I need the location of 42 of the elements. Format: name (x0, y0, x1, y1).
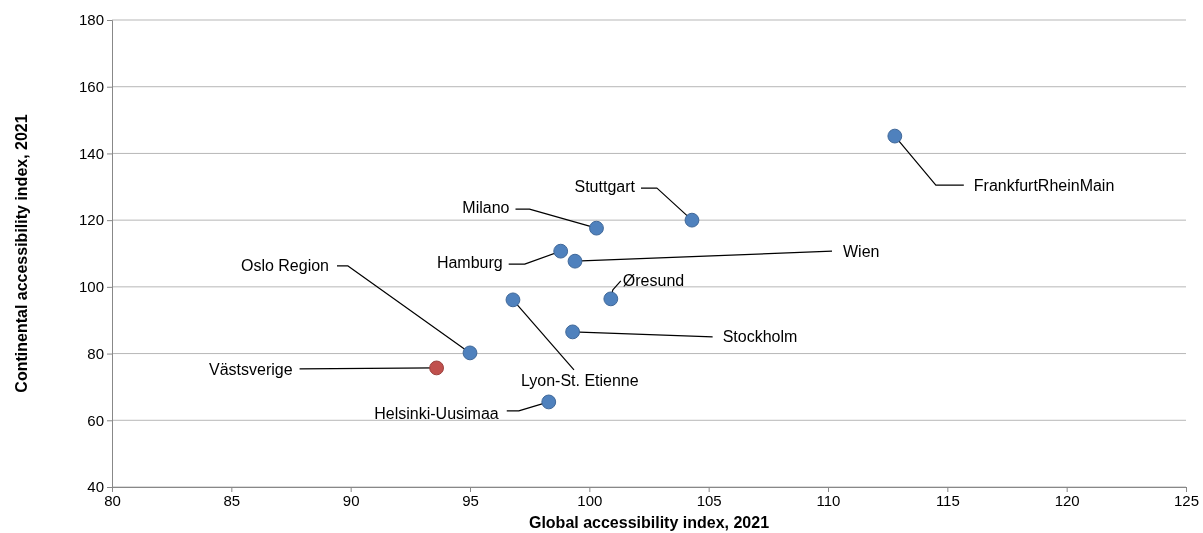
y-tick-label: 40 (87, 478, 104, 496)
x-tick-label: 120 (1054, 491, 1080, 509)
point (553, 243, 569, 259)
annotation: Lyon-St. Etienne (520, 371, 639, 389)
x-tick-label: 100 (577, 491, 603, 509)
annotation: Øresund (622, 271, 685, 289)
x-axis-title: Global accessibility index, 2021 (528, 514, 770, 531)
x-tick-label: 95 (462, 491, 479, 509)
x-tick-label: 80 (104, 491, 121, 509)
annotation: Hamburg (436, 254, 503, 272)
x-tick-label: 85 (223, 491, 241, 509)
x-tick-label: 90 (342, 491, 360, 509)
y-tick-label: 120 (78, 211, 104, 229)
y-tick-label: 100 (78, 278, 104, 296)
x-tick-label: 110 (816, 491, 841, 509)
point (603, 291, 619, 307)
annotation: Wien (843, 243, 880, 261)
y-axis-title: Continental accessibility index, 2021 (13, 114, 30, 393)
point (462, 345, 478, 361)
y-tick-label: 140 (78, 144, 104, 162)
y-tick-label: 160 (78, 78, 104, 96)
point (589, 220, 604, 236)
annotation: Helsinki-Uusimaa (374, 404, 499, 422)
point (541, 394, 557, 410)
point (684, 212, 700, 228)
annotation: Västsverige (208, 360, 293, 378)
y-tick-label: 180 (78, 11, 104, 29)
annotation: Oslo Region (240, 256, 329, 274)
point (567, 253, 583, 269)
point (565, 324, 581, 340)
x-tick-label: 105 (696, 491, 722, 509)
x-tick-label: 125 (1173, 491, 1200, 509)
annotation: Milano (462, 199, 510, 217)
x-tick-label: 115 (935, 491, 960, 509)
point (887, 128, 903, 144)
y-tick-label: 60 (87, 411, 104, 429)
point (505, 292, 521, 308)
annotation: Stockholm (722, 327, 798, 345)
annotation: Stuttgart (574, 178, 636, 196)
point (429, 360, 444, 376)
y-tick-label: 80 (87, 344, 104, 362)
annotation: FrankfurtRheinMain (973, 177, 1115, 195)
